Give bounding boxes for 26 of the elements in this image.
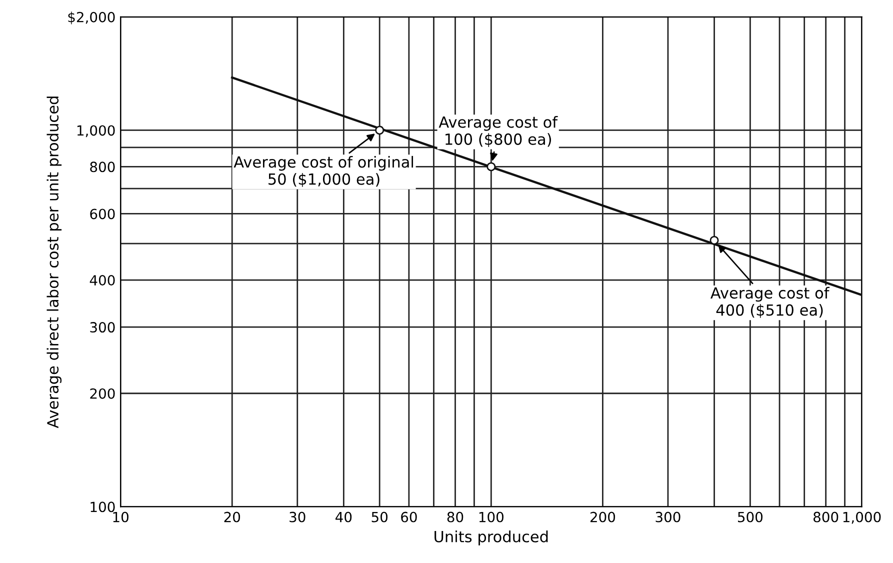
x-tick-label: 40 xyxy=(336,512,352,522)
annotation: Average cost of original 50 ($1,000 ea) xyxy=(234,156,414,187)
x-tick-label: 80 xyxy=(447,512,464,522)
y-tick-label: 400 xyxy=(90,275,115,286)
x-tick-label: 20 xyxy=(224,512,240,522)
x-tick-label: 1,000 xyxy=(843,512,881,524)
annotation: Average cost of 400 ($510 ea) xyxy=(710,286,830,318)
y-tick-label: 600 xyxy=(90,208,115,220)
y-tick-label: 200 xyxy=(90,388,115,399)
x-tick-label: 300 xyxy=(656,512,680,522)
y-axis-title: Average direct labor cost per unit produced xyxy=(46,96,62,428)
y-tick-label: 300 xyxy=(90,322,115,333)
y-tick-label: $2,000 xyxy=(68,12,115,24)
x-tick-label: 800 xyxy=(814,512,838,522)
y-tick-label: 800 xyxy=(90,162,115,172)
x-tick-label: 100 xyxy=(479,512,504,522)
x-tick-label: 60 xyxy=(401,512,417,522)
x-axis-title: Units produced xyxy=(434,530,548,546)
annotation: Average cost of 100 ($800 ea) xyxy=(438,116,558,147)
x-tick-label: 500 xyxy=(738,512,763,522)
x-tick-label: 10 xyxy=(113,512,128,522)
x-tick-label: 30 xyxy=(290,512,306,522)
y-tick-label: 1,000 xyxy=(77,125,115,138)
y-tick-label: 100 xyxy=(90,502,115,512)
x-tick-label: 200 xyxy=(590,512,616,522)
x-tick-label: 50 xyxy=(372,512,388,522)
